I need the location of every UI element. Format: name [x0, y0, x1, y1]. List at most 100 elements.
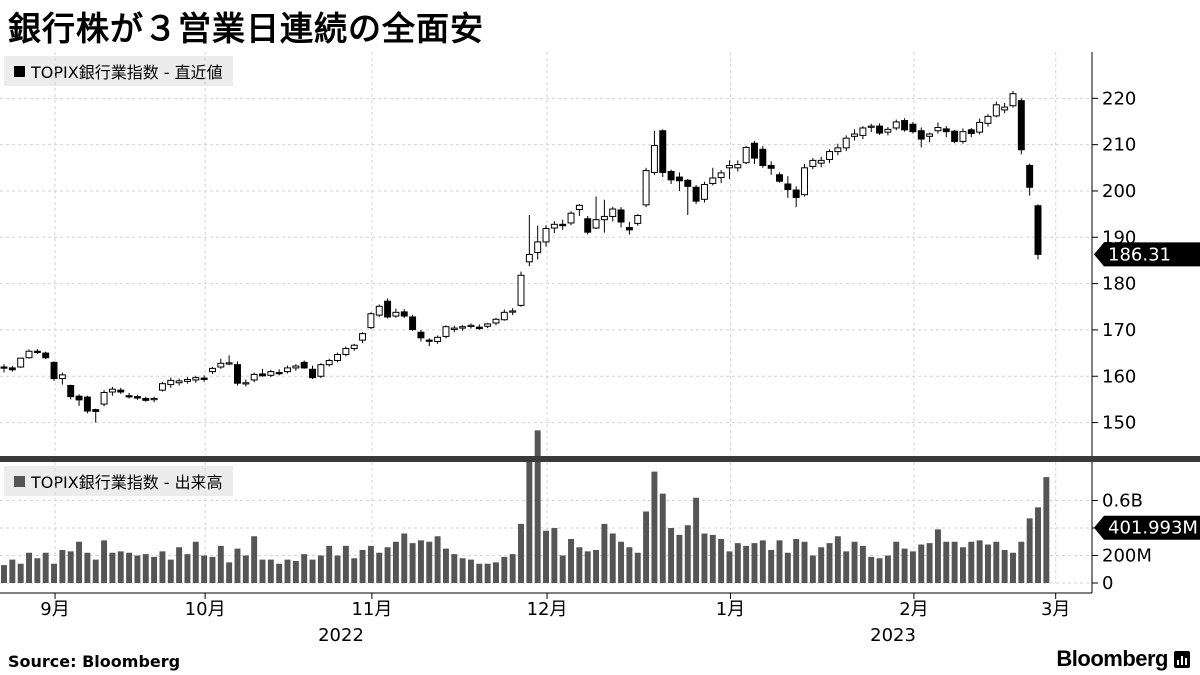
- candle-up: [567, 212, 575, 224]
- volume-bar: [326, 545, 333, 583]
- volume-bar: [643, 511, 650, 583]
- volume-bar: [659, 493, 666, 583]
- volume-bar: [601, 523, 608, 583]
- volume-bar: [242, 555, 249, 583]
- candle-down: [309, 368, 317, 379]
- candle-down: [559, 223, 567, 227]
- volume-bar: [92, 559, 99, 583]
- candle-up: [450, 327, 458, 330]
- month-label: 12月: [527, 599, 568, 620]
- volume-bar: [851, 541, 858, 583]
- volume-bar: [42, 552, 49, 583]
- volume-bar: [442, 548, 449, 583]
- candle-down: [917, 130, 925, 140]
- volume-bar: [309, 559, 316, 583]
- candle-up: [534, 241, 542, 254]
- candle-down: [784, 183, 792, 191]
- candle-up: [334, 353, 342, 362]
- volume-bar: [501, 556, 508, 583]
- volume-bar: [67, 551, 74, 583]
- volume-bar: [317, 555, 324, 583]
- price-tick-label: 180: [1102, 274, 1136, 295]
- candle-up: [175, 380, 183, 384]
- volume-bar: [1026, 518, 1033, 583]
- candle-up: [992, 104, 1000, 117]
- candle-up: [700, 183, 708, 200]
- volume-bar: [59, 550, 66, 583]
- volume-bar: [184, 554, 191, 583]
- candle-down: [675, 176, 683, 182]
- price-last-value-callout-box: [1094, 242, 1200, 267]
- candle-up: [225, 362, 233, 365]
- candle-down: [684, 179, 692, 187]
- month-label: 10月: [185, 599, 226, 620]
- candle-up: [984, 115, 992, 124]
- volume-bar: [876, 558, 883, 583]
- volume-last-value-callout: 401.993M: [1094, 515, 1200, 540]
- volume-bar: [743, 545, 750, 583]
- volume-last-value-callout-box: [1094, 515, 1200, 540]
- volume-bar: [84, 552, 91, 583]
- volume-last-value-callout-text: 401.993M: [1108, 518, 1198, 539]
- candle-down: [625, 227, 633, 231]
- price-tick-label: 150: [1102, 413, 1136, 434]
- month-label: 11月: [351, 599, 392, 620]
- candle-down: [951, 130, 959, 142]
- bloomberg-logo: Bloomberg: [1056, 646, 1168, 671]
- candle-up: [100, 391, 108, 405]
- volume-bar: [993, 541, 1000, 583]
- volume-bar: [909, 551, 916, 583]
- volume-bar: [142, 554, 149, 583]
- volume-bar: [76, 541, 83, 583]
- candle-down: [92, 409, 100, 412]
- candle-up: [609, 208, 617, 217]
- candle-up: [217, 362, 225, 368]
- volume-bar: [668, 528, 675, 583]
- candle-down: [659, 130, 667, 173]
- volume-bar: [301, 554, 308, 583]
- candle-down: [425, 339, 433, 342]
- volume-bar: [376, 552, 383, 583]
- volume-bar: [1, 565, 7, 583]
- volume-bar: [409, 543, 416, 583]
- volume-bar: [576, 547, 583, 583]
- candle-down: [901, 120, 909, 131]
- candle-down: [409, 316, 417, 330]
- candle-down: [475, 326, 483, 330]
- candle-up: [884, 128, 892, 133]
- volume-bar: [951, 541, 958, 583]
- candle-down: [876, 125, 884, 134]
- volume-bar: [918, 544, 925, 583]
- candle-down: [83, 396, 91, 412]
- volume-bar: [217, 545, 224, 583]
- candle-down: [967, 129, 975, 135]
- candle-up: [742, 146, 750, 164]
- candle-up: [976, 121, 984, 133]
- candle-up: [242, 382, 250, 385]
- volume-bar: [392, 541, 399, 583]
- candle-up: [834, 147, 842, 153]
- candle-up: [842, 137, 850, 149]
- volume-bar: [801, 541, 808, 583]
- candle-up: [959, 131, 967, 142]
- volume-bar: [284, 559, 291, 583]
- candle-up: [250, 373, 258, 381]
- volume-bar: [784, 552, 791, 583]
- candle-down: [776, 174, 783, 182]
- candle-up: [801, 167, 808, 196]
- volume-bar: [943, 541, 950, 583]
- volume-bar: [126, 552, 133, 583]
- candle-up: [150, 397, 158, 401]
- volume-bar: [201, 555, 208, 583]
- volume-bar: [1010, 552, 1016, 583]
- candle-up: [809, 159, 817, 167]
- axes: [0, 52, 1200, 599]
- volume-bar: [417, 540, 424, 583]
- candle-up: [467, 324, 475, 327]
- candle-up: [58, 374, 66, 380]
- candle-down: [751, 142, 758, 159]
- price-tick-label: 220: [1102, 88, 1136, 109]
- volume-legend-label: TOPIX銀行業指数 - 出来高: [31, 473, 223, 492]
- volume-bar: [759, 540, 766, 583]
